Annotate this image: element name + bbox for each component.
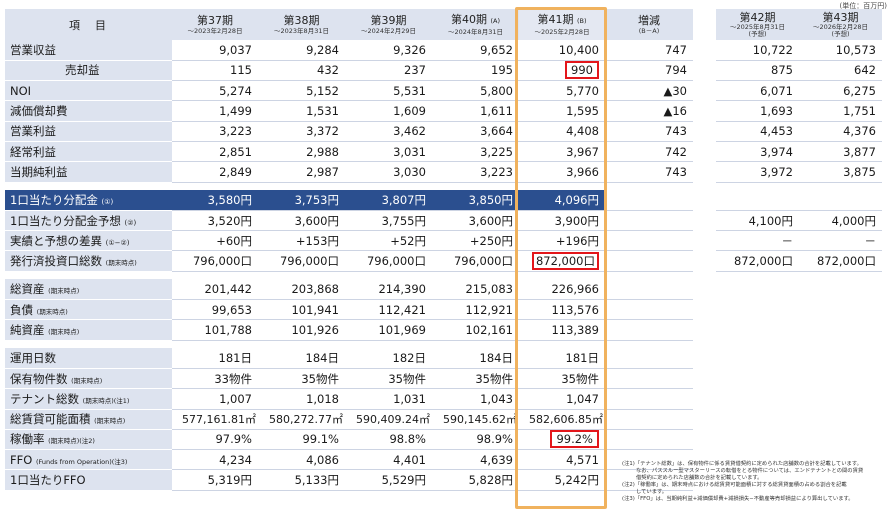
row-total-assets: 総資産 (期末時点) 201,442 203,868 214,390 215,0… <box>5 279 693 301</box>
row-units-outstanding: 発行済投資口総数 (期末時点) 796,000口 796,000口 796,00… <box>5 250 693 272</box>
footnotes: (注1)「テナント総数」は、保有物件に係る賃貸借契約に定められた店舗数の合計を記… <box>622 461 864 502</box>
row-depreciation: 減価償却費 1,499 1,531 1,609 1,611 1,595 ▲16 <box>5 100 693 122</box>
highlight-box: 872,000口 <box>531 252 599 271</box>
row-distribution: 1口当たり分配金 (①) 3,580円 3,753円 3,807円 3,850円… <box>5 190 693 211</box>
header-period-40: 第40期 (A) ～2024年8月31日 <box>432 9 519 40</box>
row-properties: 保有物件数 (期末時点) 33物件 35物件 35物件 35物件 35物件 <box>5 368 693 390</box>
header-period-37: 第37期 ～2023年2月28日 <box>172 9 258 40</box>
financial-table: 項 目 第37期 ～2023年2月28日 第38期 ～2023年8月31日 第39期… <box>5 9 693 491</box>
row-liabilities: 負債 (期末時点) 99,653 101,941 112,421 112,921… <box>5 299 693 321</box>
row-operating-revenue: 営業収益 9,037 9,284 9,326 9,652 10,400 747 <box>5 40 693 61</box>
row-leasable-area: 総賃貸可能面積 (期末時点) 577,161.81㎡ 580,272.77㎡ 5… <box>5 409 693 430</box>
highlight-box: 990 <box>565 61 599 80</box>
forecast-table: 第42期 ～2025年8月31日 (予想) 第43期 ～2026年2月28日 (予想) … <box>716 9 882 272</box>
header-period-43: 第43期 ～2026年2月28日 (予想) <box>799 9 882 40</box>
row-operating-days: 運用日数 181日 184日 182日 184日 181日 <box>5 348 693 369</box>
row-forecast-diff: 実績と予想の差異 (①−②) +60円 +153円 +52円 +250円 +19… <box>5 230 693 252</box>
row-net-assets: 純資産 (期末時点) 101,788 101,926 101,969 102,1… <box>5 319 693 341</box>
row-ffo-per-unit: 1口当たりFFO 5,319円 5,133円 5,529円 5,828円 5,2… <box>5 469 693 491</box>
row-tenants: テナント総数 (期末時点)(注1) 1,007 1,018 1,031 1,04… <box>5 388 693 410</box>
row-ffo: FFO (Funds from Operation)(注3) 4,234 4,0… <box>5 449 693 471</box>
row-occupancy: 稼働率 (期末時点)(注2) 97.9% 99.1% 98.8% 98.9% 9… <box>5 429 693 451</box>
header-period-38: 第38期 ～2023年8月31日 <box>258 9 345 40</box>
highlight-box: 99.2% <box>550 430 599 449</box>
row-distribution-forecast: 1口当たり分配金予想 (②) 3,520円 3,600円 3,755円 3,60… <box>5 210 693 232</box>
row-ordinary-income: 経常利益 2,851 2,988 3,031 3,225 3,967 742 <box>5 141 693 163</box>
header-period-41: 第41期 (B) ～2025年2月28日 <box>519 9 605 40</box>
row-gain-on-sale: 売却益 115 432 237 195 990 794 <box>5 60 693 82</box>
unit-label: (単位：百万円) <box>839 2 887 10</box>
row-noi: NOI 5,274 5,152 5,531 5,800 5,770 ▲30 <box>5 80 693 102</box>
row-operating-income: 営業利益 3,223 3,372 3,462 3,664 4,408 743 <box>5 121 693 142</box>
forecast-header-row: 第42期 ～2025年8月31日 (予想) 第43期 ～2026年2月28日 (予想) <box>716 9 882 40</box>
header-change: 増減 (B－A) <box>605 9 693 40</box>
row-net-income: 当期純利益 2,849 2,987 3,030 3,223 3,966 743 <box>5 161 693 183</box>
header-period-39: 第39期 ～2024年2月29日 <box>345 9 432 40</box>
header-period-42: 第42期 ～2025年8月31日 (予想) <box>716 9 799 40</box>
header-row: 項 目 第37期 ～2023年2月28日 第38期 ～2023年8月31日 第39期… <box>5 9 693 40</box>
header-item: 項 目 <box>5 9 172 40</box>
